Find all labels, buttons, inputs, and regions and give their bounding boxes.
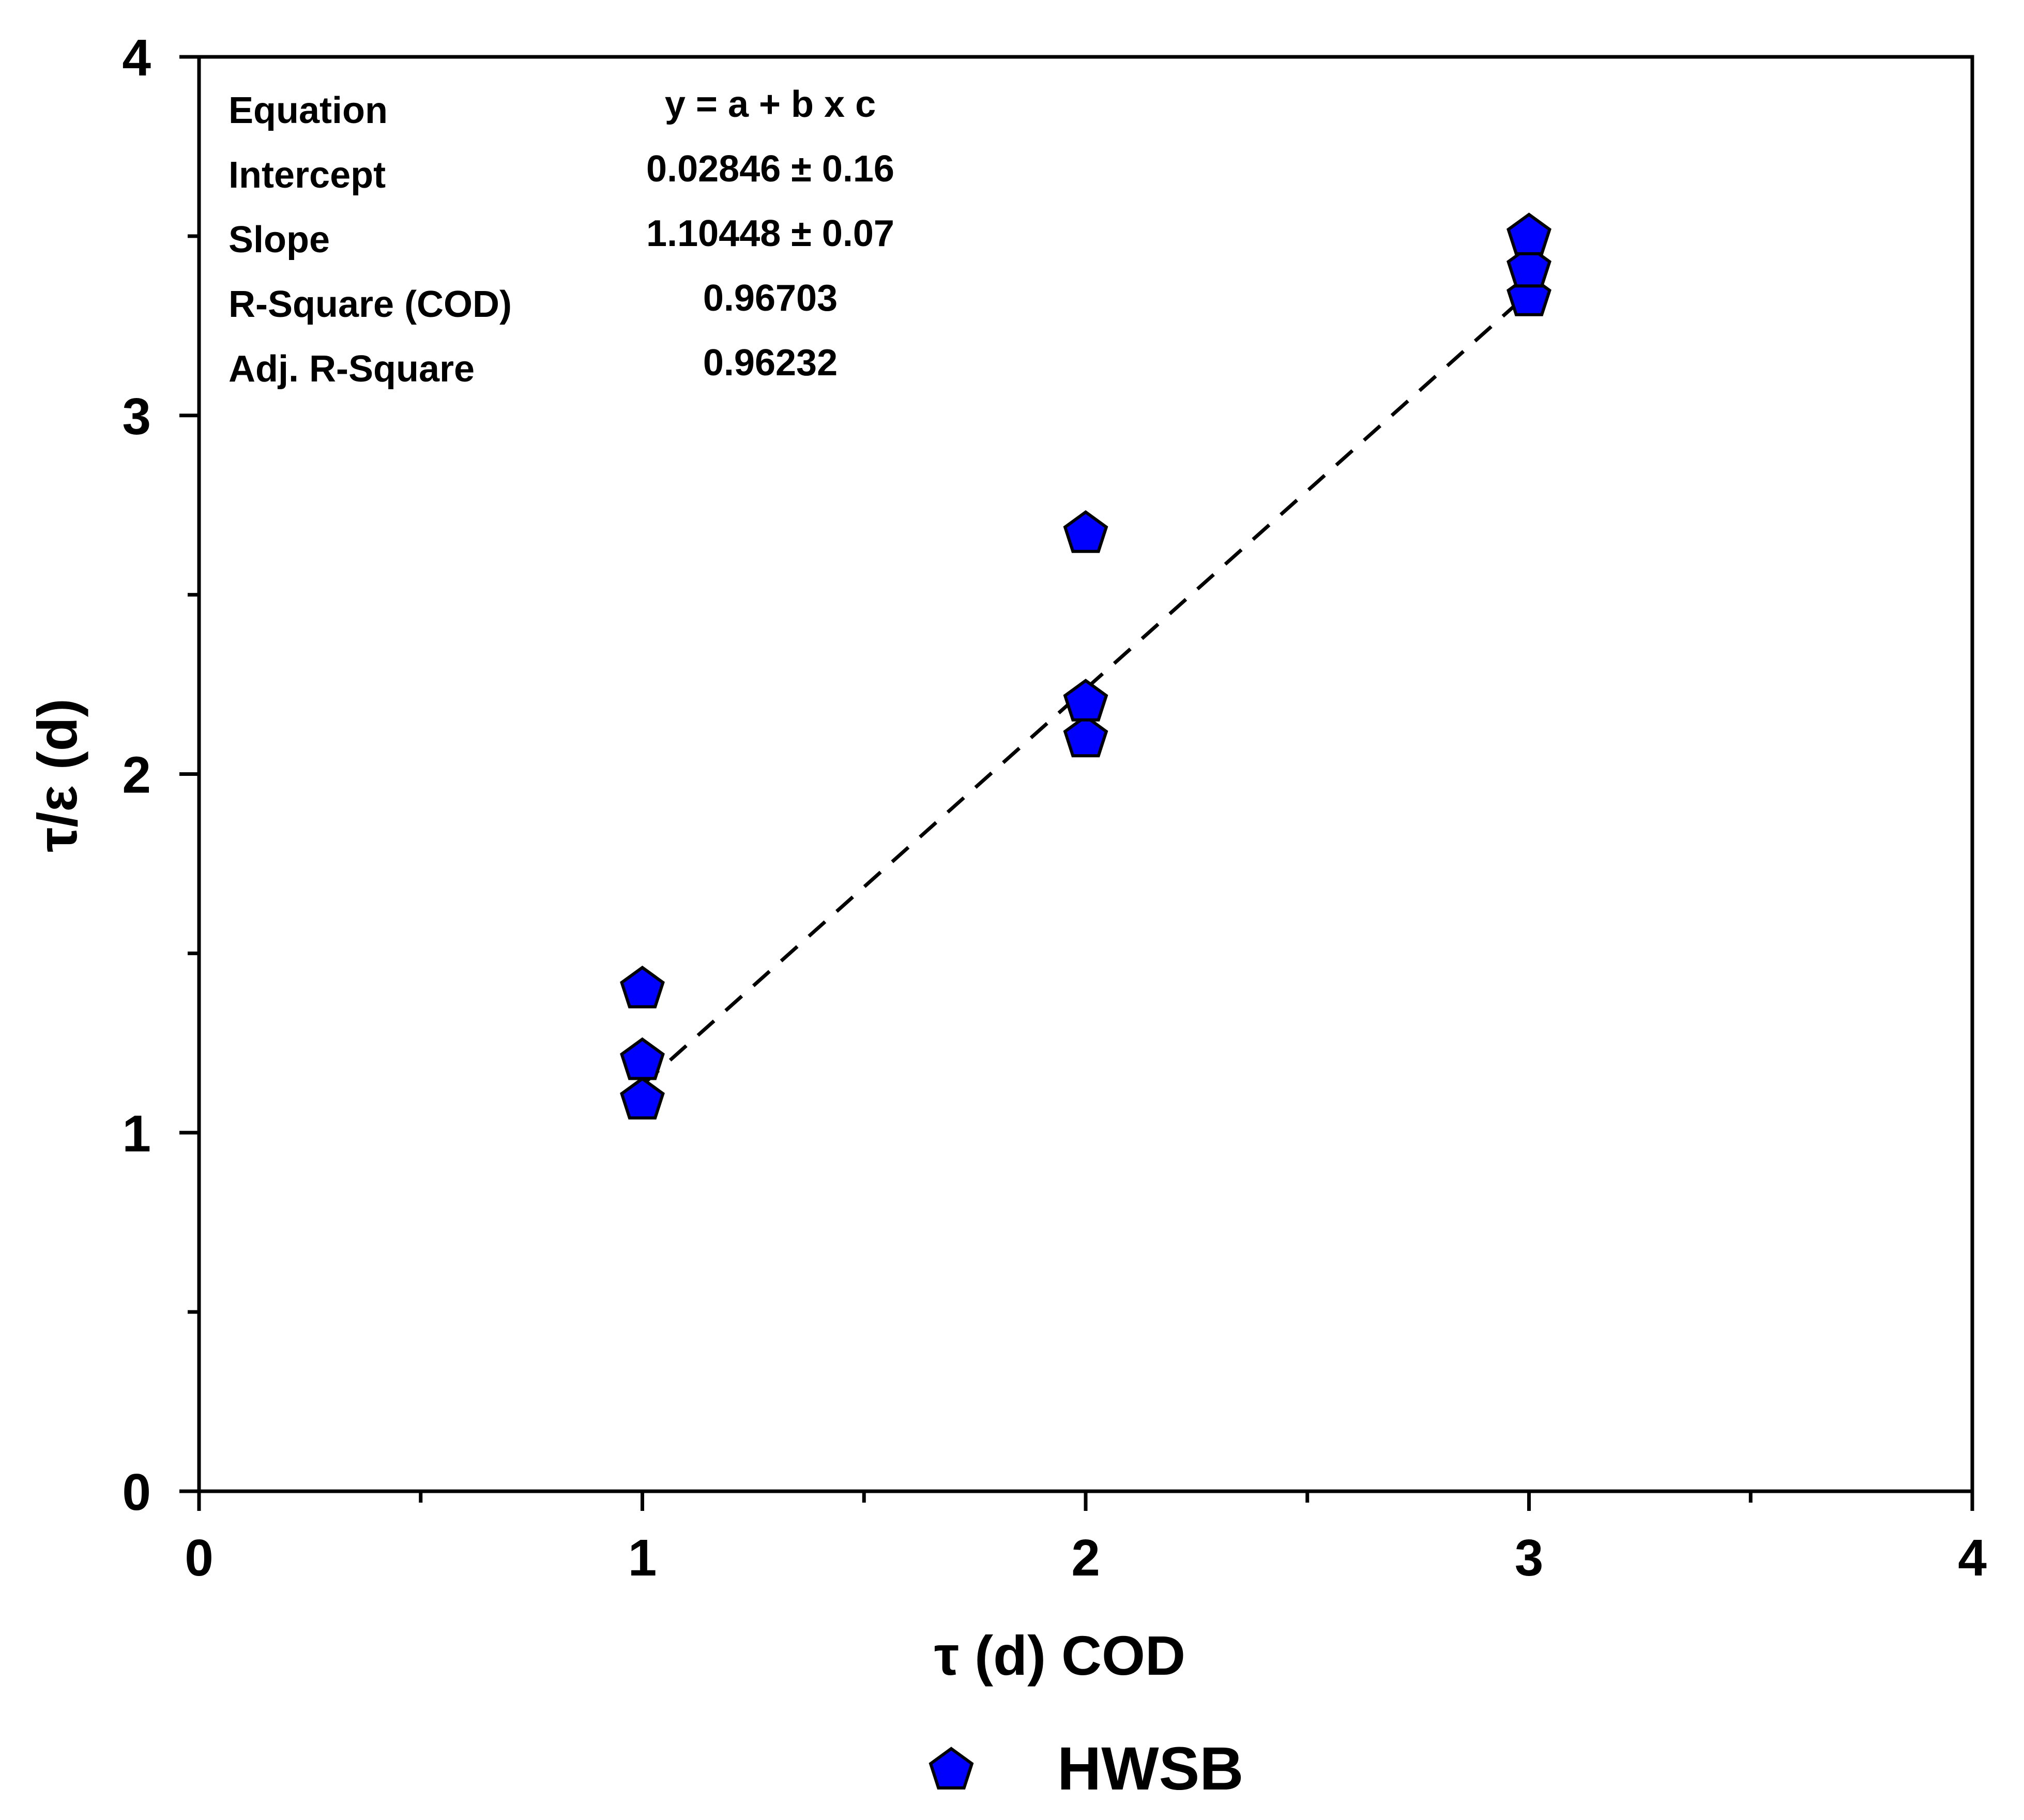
data-point-pentagon xyxy=(620,1037,665,1080)
fit-stats-table: Equation y = a + b x c Intercept 0.02846 ± … xyxy=(229,84,894,390)
x-tick-label: 2 xyxy=(1071,1529,1100,1587)
y-tick-label: 1 xyxy=(122,1105,151,1163)
plot-frame xyxy=(197,55,1974,1493)
legend-marker-pentagon xyxy=(929,1747,974,1790)
x-tick-label: 1 xyxy=(628,1529,657,1587)
data-points xyxy=(620,212,1551,1120)
data-point-pentagon xyxy=(1506,212,1551,255)
fit-stat-value: 1.10448 ± 0.07 xyxy=(646,213,894,254)
legend: HWSB xyxy=(929,1735,1244,1803)
data-point-pentagon xyxy=(1506,244,1551,288)
legend-label: HWSB xyxy=(1057,1735,1244,1803)
x-tick-label: 3 xyxy=(1515,1529,1544,1587)
x-tick-labels: 0 1 2 3 4 xyxy=(185,1529,1987,1587)
fit-stat-label: Equation xyxy=(229,90,388,131)
fit-stat-value: 0.02846 ± 0.16 xyxy=(646,148,894,190)
data-point-pentagon xyxy=(1063,678,1108,722)
fit-stat-value: y = a + b x c xyxy=(665,84,876,125)
x-axis-title: τ (d) COD xyxy=(934,1624,1185,1687)
data-point-pentagon xyxy=(1063,714,1108,758)
y-tick-label: 4 xyxy=(122,29,151,87)
y-tick-label: 3 xyxy=(122,388,151,446)
data-point-pentagon xyxy=(620,966,665,1008)
fit-line-layer xyxy=(641,291,1530,1087)
fit-stat-value: 0.96232 xyxy=(703,342,838,384)
data-point-pentagon xyxy=(1063,510,1108,553)
fit-stat-value: 0.96703 xyxy=(703,278,838,319)
y-axis-title: τ/ε (d) xyxy=(26,698,88,852)
data-point-pentagon xyxy=(620,1077,665,1120)
fit-stat-label: Adj. R-Square xyxy=(229,348,475,390)
x-tick-label: 4 xyxy=(1958,1529,1987,1587)
fit-stat-label: Intercept xyxy=(229,155,386,196)
x-tick-label: 0 xyxy=(185,1529,214,1587)
y-tick-labels: 0 1 2 3 4 xyxy=(122,29,151,1521)
fit-stat-label: R-Square (COD) xyxy=(229,284,512,325)
y-tick-label: 0 xyxy=(122,1463,151,1521)
axis-ticks xyxy=(179,55,1974,1511)
fit-line xyxy=(641,291,1530,1087)
y-tick-label: 2 xyxy=(122,746,151,804)
fit-stat-label: Slope xyxy=(229,219,330,261)
